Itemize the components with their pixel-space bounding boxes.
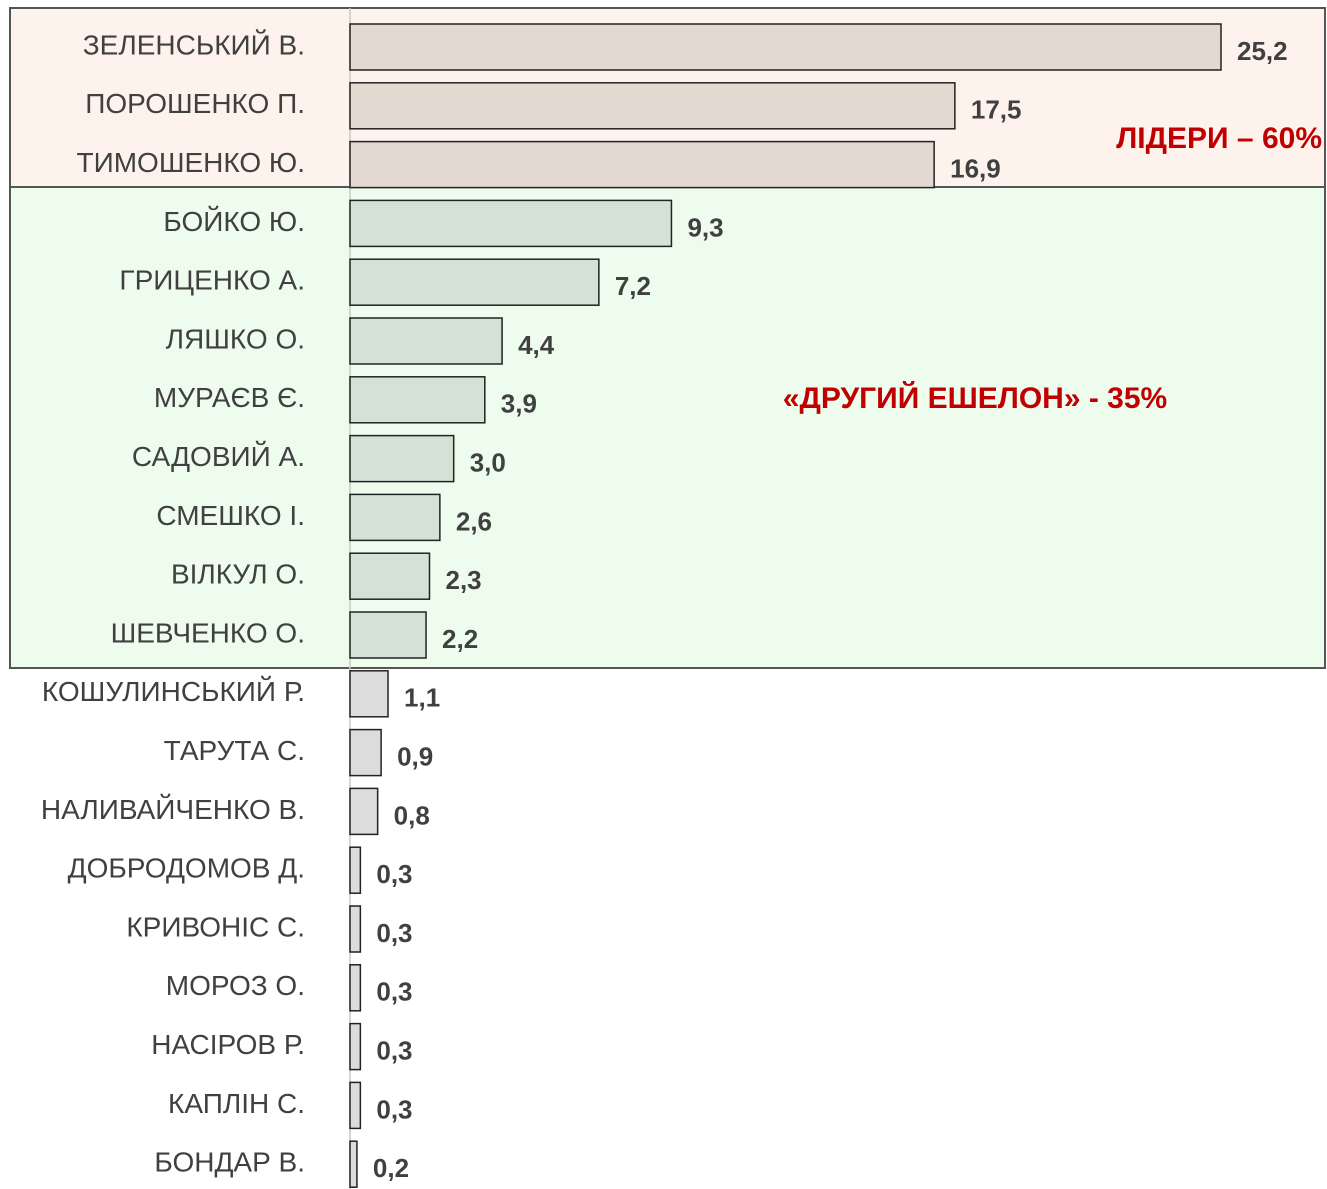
category-label: МУРАЄВ Є. [154,382,305,413]
value-label: 0,3 [376,977,412,1007]
category-label: ГРИЦЕНКО А. [119,265,305,296]
value-label: 16,9 [950,153,1001,183]
bar [349,140,935,189]
value-label: 4,4 [518,330,555,360]
value-label: 0,8 [394,800,430,830]
value-label: 7,2 [615,271,651,301]
category-label: ВІЛКУЛ О. [171,559,305,590]
value-label: 3,0 [470,447,506,477]
category-label: СМЕШКО І. [156,500,305,531]
bar [349,964,362,1012]
bar [349,787,379,836]
category-label: ТИМОШЕНКО Ю. [76,147,305,178]
category-label: ЗЕЛЕНСЬКИЙ В. [83,29,305,60]
category-label: ШЕВЧЕНКО О. [111,617,305,648]
value-label: 9,3 [687,212,723,242]
bar [349,552,431,600]
category-label: КАПЛІН С. [168,1088,305,1119]
bar [349,611,427,659]
bar [349,905,362,953]
bar [349,670,389,718]
category-label: БОНДАР В. [154,1147,305,1178]
value-label: 0,3 [376,918,412,948]
bar [349,434,455,483]
bar [349,82,956,130]
value-label: 0,3 [376,1094,412,1124]
value-label: 0,3 [376,1035,412,1065]
category-label: НАСІРОВ Р. [151,1029,305,1060]
value-label: 0,2 [373,1153,409,1183]
bar [349,376,486,424]
value-label: 3,9 [501,389,537,419]
bar [349,493,441,542]
bar [349,1081,362,1130]
category-label: НАЛИВАЙЧЕНКО В. [41,794,305,825]
value-label: 0,3 [376,859,412,889]
value-label: 1,1 [404,683,440,713]
category-label: ДОБРОДОМОВ Д. [68,853,305,884]
category-label: ТАРУТА С. [164,735,305,766]
annotation: «ДРУГИЙ ЕШЕЛОН» - 35% [783,381,1167,415]
value-label: 25,2 [1237,36,1288,66]
value-label: 17,5 [971,95,1022,125]
bar [349,1140,358,1188]
value-label: 0,9 [397,741,433,771]
bar [349,846,362,894]
category-label: БОЙКО Ю. [163,206,305,237]
bar [349,1022,362,1071]
bar [349,258,600,306]
bar [349,23,1222,71]
value-label: 2,3 [445,565,481,595]
annotation: ЛІДЕРИ – 60% [1116,122,1322,155]
second-tier-box [9,186,1326,669]
value-label: 2,2 [442,624,478,654]
category-label: ЛЯШКО О. [166,323,305,354]
category-label: САДОВИЙ А. [132,441,305,472]
bar [349,199,673,248]
category-label: КОШУЛИНСЬКИЙ Р. [42,676,305,707]
category-label: ПОРОШЕНКО П. [85,88,305,119]
category-label: МОРОЗ О. [166,970,305,1001]
bar [349,728,382,777]
value-label: 2,6 [456,506,492,536]
category-label: КРИВОНІС С. [126,911,305,942]
bar [349,317,503,365]
